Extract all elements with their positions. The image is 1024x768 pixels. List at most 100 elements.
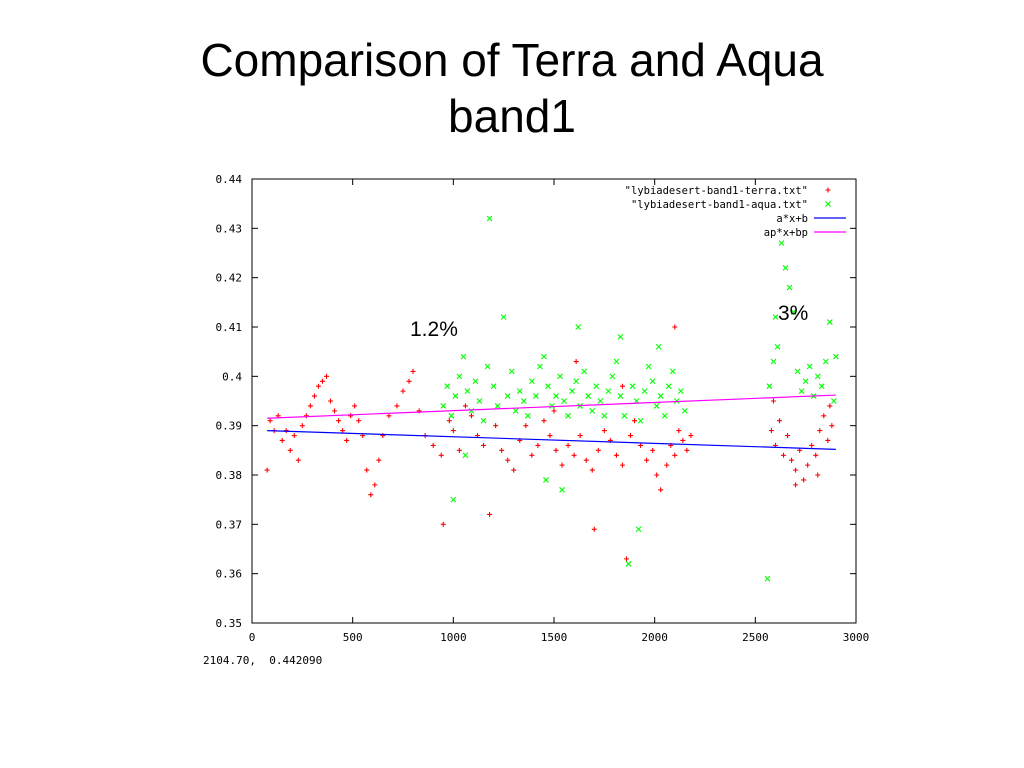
terra-point xyxy=(770,398,776,404)
aqua-point xyxy=(589,407,596,414)
terra-point xyxy=(303,413,309,419)
aqua-point xyxy=(778,240,785,247)
fit-line-aqua xyxy=(267,394,836,419)
terra-point xyxy=(559,462,565,468)
terra-point xyxy=(827,403,833,409)
terra-point xyxy=(829,423,835,429)
legend-marker-swatch xyxy=(825,187,831,193)
x-tick-label: 1000 xyxy=(440,631,467,644)
legend-label: ap*x+bp xyxy=(764,227,808,239)
aqua-point xyxy=(617,393,624,399)
aqua-point xyxy=(569,388,576,395)
terra-point xyxy=(493,423,499,429)
aqua-point xyxy=(565,412,571,419)
terra-point xyxy=(529,452,535,458)
x-tick-label: 2000 xyxy=(641,631,668,644)
terra-point xyxy=(589,467,595,473)
annotation-right: 3% xyxy=(778,302,808,325)
terra-point xyxy=(650,447,656,453)
aqua-point xyxy=(456,373,463,380)
aqua-point xyxy=(528,378,535,385)
terra-point xyxy=(406,378,412,384)
aqua-point xyxy=(484,363,491,370)
aqua-point xyxy=(460,353,467,360)
terra-point xyxy=(386,413,392,419)
aqua-point xyxy=(581,368,588,375)
aqua-point xyxy=(450,496,457,503)
terra-point xyxy=(462,403,468,409)
terra-point xyxy=(332,408,338,414)
terra-point xyxy=(328,398,334,404)
terra-point xyxy=(352,403,358,409)
title-line-2: band1 xyxy=(448,90,576,142)
aqua-point xyxy=(766,383,773,390)
terra-point xyxy=(591,526,597,532)
aqua-point xyxy=(832,353,839,360)
aqua-point xyxy=(641,388,648,395)
aqua-point xyxy=(794,368,801,375)
aqua-point xyxy=(621,412,628,419)
terra-point xyxy=(336,418,342,424)
terra-point xyxy=(644,457,650,463)
aqua-point xyxy=(786,284,793,291)
aqua-point xyxy=(806,363,813,370)
aqua-point xyxy=(665,383,672,390)
terra-point xyxy=(468,413,474,419)
title-line-1: Comparison of Terra and Aqua xyxy=(200,34,824,86)
aqua-point xyxy=(605,388,612,395)
x-tick-label: 1500 xyxy=(541,631,568,644)
y-tick-label: 0.37 xyxy=(216,518,243,531)
terra-point xyxy=(688,433,694,439)
y-tick-label: 0.42 xyxy=(216,272,243,285)
terra-point xyxy=(577,433,583,439)
aqua-point xyxy=(537,363,543,370)
terra-point xyxy=(789,457,795,463)
terra-point xyxy=(505,457,511,463)
aqua-point xyxy=(476,398,483,404)
aqua-point xyxy=(637,417,644,424)
annotation-left: 1.2% xyxy=(410,318,458,341)
aqua-point xyxy=(609,373,616,380)
terra-point xyxy=(672,452,678,458)
aqua-point xyxy=(597,398,604,404)
terra-point xyxy=(291,433,297,439)
aqua-point xyxy=(677,388,684,395)
aqua-point xyxy=(585,393,592,399)
terra-point xyxy=(619,383,625,389)
terra-point xyxy=(368,492,374,498)
terra-point xyxy=(340,428,346,434)
y-tick-label: 0.41 xyxy=(216,321,243,334)
aqua-point xyxy=(561,398,567,404)
terra-point xyxy=(279,437,285,443)
terra-point xyxy=(805,462,811,468)
aqua-point xyxy=(613,358,620,365)
aqua-point xyxy=(508,368,515,375)
terra-point xyxy=(264,467,270,473)
aqua-point xyxy=(573,378,580,385)
terra-point xyxy=(394,403,400,409)
terra-point xyxy=(299,423,305,429)
aqua-point xyxy=(512,407,519,414)
terra-point xyxy=(571,452,577,458)
aqua-point xyxy=(553,393,559,399)
aqua-point xyxy=(480,417,487,424)
terra-point xyxy=(583,457,589,463)
fit-lines xyxy=(267,394,836,450)
terra-point xyxy=(372,482,378,488)
aqua-point xyxy=(649,378,656,385)
aqua-point xyxy=(448,412,455,419)
terra-point xyxy=(815,472,821,478)
terra-point xyxy=(376,457,382,463)
terra-point xyxy=(456,447,462,453)
y-tick-label: 0.4 xyxy=(222,370,242,383)
aqua-point xyxy=(541,353,547,360)
aqua-point xyxy=(559,486,565,493)
aqua-point xyxy=(468,407,475,414)
aqua-point xyxy=(486,215,493,222)
x-tick-label: 3000 xyxy=(843,631,870,644)
terra-point xyxy=(654,472,660,478)
terra-point xyxy=(295,457,301,463)
terra-point xyxy=(535,442,541,448)
aqua-point xyxy=(494,403,501,409)
terra-point xyxy=(628,433,634,439)
